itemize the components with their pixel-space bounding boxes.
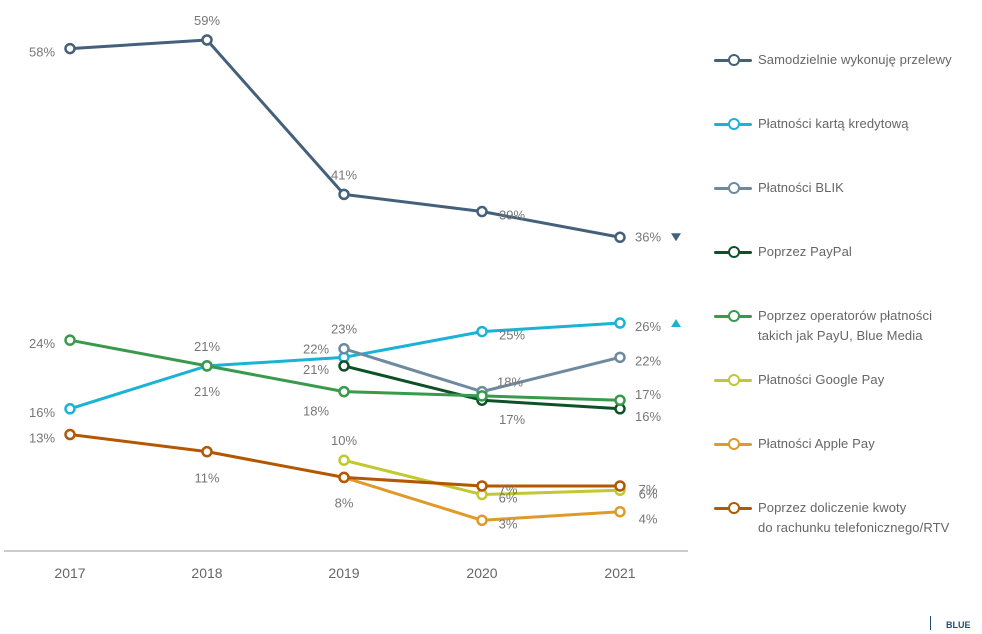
data-label: 22% <box>303 341 329 356</box>
data-point <box>64 428 76 441</box>
data-point <box>614 231 626 244</box>
data-label: 6% <box>499 491 518 506</box>
data-label: 23% <box>331 322 357 337</box>
series-0 <box>64 34 626 244</box>
data-label: 21% <box>194 339 220 354</box>
data-point <box>614 351 626 364</box>
data-label: 22% <box>635 353 661 368</box>
data-label: 16% <box>635 409 661 424</box>
legend-item-4: Poprzez operatorów płatności takich jak … <box>714 306 932 346</box>
legend-swatch <box>714 372 752 388</box>
series-5 <box>338 454 626 501</box>
data-point <box>476 325 488 338</box>
legend-swatch <box>714 52 752 68</box>
data-label: 24% <box>29 336 55 351</box>
data-point <box>64 403 76 415</box>
legend-swatch <box>714 436 752 452</box>
data-label: 21% <box>303 362 329 377</box>
data-labels-layer: 58% 59% 41% 39% 36% 16% 21% 22% 25% 26% 23% 18% 22% 2… <box>29 13 661 531</box>
legend-swatch <box>714 308 752 324</box>
x-tick-labels: 2017 2018 2019 2020 2021 <box>54 565 635 581</box>
x-tick-label: 2020 <box>466 565 497 581</box>
data-point <box>614 505 626 518</box>
series-6 <box>338 471 626 527</box>
data-point <box>201 34 213 46</box>
legend-item-7: Poprzez doliczenie kwoty do rachunku tel… <box>714 498 949 538</box>
data-point <box>614 394 626 406</box>
data-label: 16% <box>29 405 55 420</box>
data-point <box>476 514 488 527</box>
data-label: 13% <box>29 431 55 446</box>
data-label: 26% <box>635 319 661 334</box>
data-label: 7% <box>499 482 518 497</box>
data-point <box>201 445 213 458</box>
data-point <box>64 334 76 346</box>
legend-label: Płatności kartą kredytową <box>758 116 909 131</box>
x-tick-label: 2021 <box>604 565 635 581</box>
x-tick-label: 2019 <box>328 565 359 581</box>
data-label: 6% <box>639 486 658 501</box>
x-tick-label: 2017 <box>54 565 85 581</box>
data-point <box>338 342 350 355</box>
data-label: 58% <box>29 45 55 60</box>
data-point <box>476 480 488 492</box>
brand-logo: BLUE <box>930 616 971 630</box>
data-label: 3% <box>499 516 518 531</box>
data-label: 18% <box>303 404 329 419</box>
data-point <box>338 188 350 201</box>
data-point <box>338 360 350 372</box>
legend-swatch <box>714 180 752 196</box>
data-point <box>201 360 213 372</box>
legend-swatch <box>714 500 752 516</box>
data-label: 7% <box>639 482 658 497</box>
data-point <box>614 480 626 492</box>
data-label: 8% <box>335 495 354 510</box>
data-label: 11% <box>194 471 219 486</box>
series-4 <box>64 334 626 406</box>
data-label: 41% <box>331 167 357 182</box>
series-7 <box>64 428 626 492</box>
legend-item-3: Poprzez PayPal <box>714 242 852 262</box>
data-point <box>476 390 488 402</box>
data-label: 21% <box>194 384 220 399</box>
legend-label: Płatności BLIK <box>758 180 844 195</box>
data-point <box>476 205 488 218</box>
data-point <box>338 454 350 466</box>
trend-down-icon <box>671 233 681 242</box>
legend-label: Samodzielnie wykonuję przelewy <box>758 52 952 67</box>
data-label: 59% <box>194 13 220 28</box>
data-label: 17% <box>499 412 525 427</box>
data-point <box>614 317 626 329</box>
series-line-2 <box>343 347 621 394</box>
legend-label: Poprzez PayPal <box>758 244 852 259</box>
series-2 <box>338 342 626 398</box>
legend-label: Płatności Apple Pay <box>758 436 875 451</box>
trend-indicators <box>671 233 681 328</box>
legend-item-2: Płatności BLIK <box>714 178 844 198</box>
data-label: 17% <box>635 387 661 402</box>
data-label: 25% <box>499 328 525 343</box>
legend-label: Poprzez doliczenie kwoty do rachunku tel… <box>758 500 950 535</box>
series-layer <box>64 34 626 527</box>
data-point <box>338 385 350 398</box>
data-point <box>338 471 350 484</box>
legend-swatch <box>714 244 752 260</box>
data-label: 36% <box>635 229 661 244</box>
legend-item-1: Płatności kartą kredytową <box>714 114 909 134</box>
x-tick-label: 2018 <box>191 565 222 581</box>
data-point <box>64 42 76 55</box>
data-label: 39% <box>499 208 525 223</box>
data-label: 10% <box>331 433 357 448</box>
legend-label: Płatności Google Pay <box>758 372 885 387</box>
data-label: 4% <box>639 512 658 527</box>
legend-swatch <box>714 116 752 132</box>
trend-up-icon <box>671 319 681 328</box>
series-line-0 <box>69 38 621 239</box>
data-label: 18% <box>497 375 523 390</box>
legend-item-0: Samodzielnie wykonuję przelewy <box>714 50 952 70</box>
legend-item-5: Płatności Google Pay <box>714 370 884 390</box>
legend-label: Poprzez operatorów płatności takich jak … <box>758 308 933 343</box>
legend-item-6: Płatności Apple Pay <box>714 434 875 454</box>
